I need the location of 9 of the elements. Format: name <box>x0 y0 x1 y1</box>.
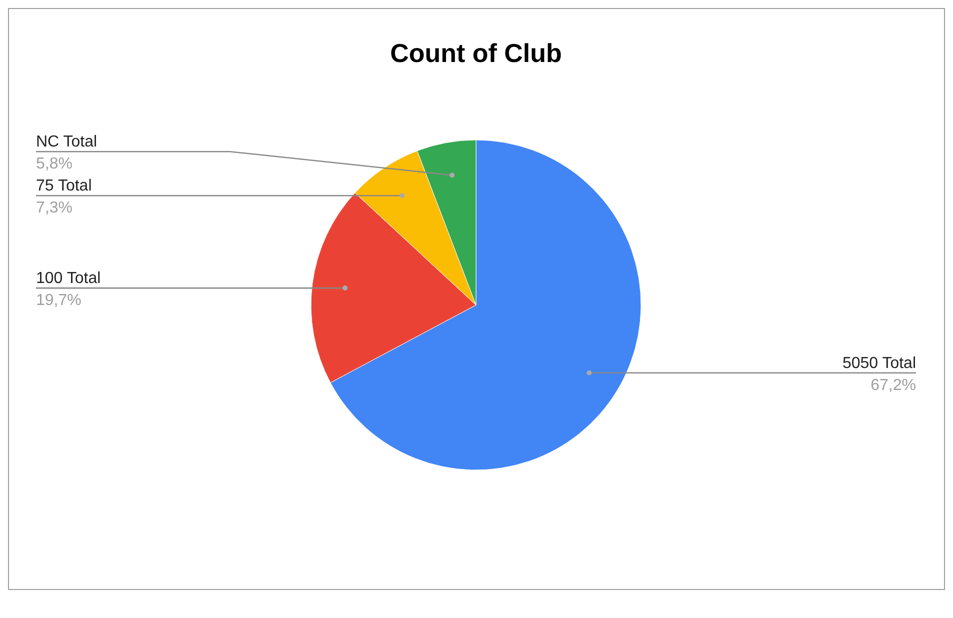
chart-title: Count of Club <box>390 38 562 68</box>
data-label: 7,3% <box>36 200 72 217</box>
slice-label: 5050 Total <box>842 354 916 372</box>
slice-label: NC Total <box>36 134 98 151</box>
data-label: 19,7% <box>36 292 82 310</box>
slice-label: 100 Total <box>36 270 101 288</box>
data-label: 67,2% <box>870 376 916 394</box>
data-label: 5,8% <box>36 156 72 173</box>
slice-label: 75 Total <box>36 178 92 195</box>
